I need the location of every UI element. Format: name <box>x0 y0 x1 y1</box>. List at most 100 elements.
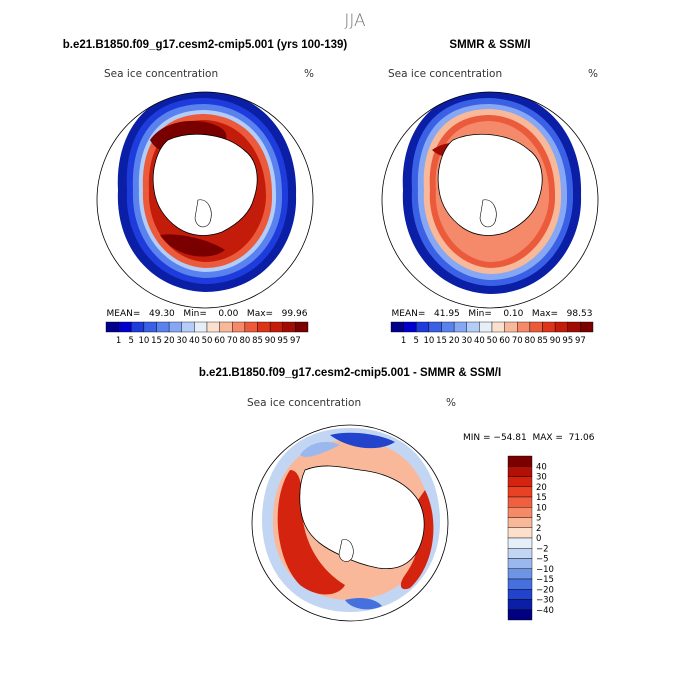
model-colorbar-tick-label: 50 <box>202 336 213 346</box>
panel-obs-colorbar: 1 5 10 15 20 30 40 50 60 70 80 85 90 95 97 <box>390 321 594 346</box>
panel-obs-heading: SMMR & SSM/I <box>449 39 530 51</box>
panel-model-variable: Sea ice concentration <box>104 68 218 80</box>
obs-colorbar-tick-label: 5 <box>414 336 419 346</box>
obs-colorbar-swatch <box>441 321 455 333</box>
model-colorbar-swatch <box>295 321 309 333</box>
obs-colorbar-tick-label: 95 <box>562 336 573 346</box>
obs-colorbar-tick-label: 1 <box>401 336 406 346</box>
model-colorbar-swatch <box>118 321 132 333</box>
obs-colorbar-swatch <box>453 321 467 333</box>
diff-colorbar-tick-label: 40 <box>536 462 547 472</box>
diff-colorbar-swatch <box>507 496 533 508</box>
model-colorbar-swatch <box>131 321 145 333</box>
model-colorbar-tick-label: 5 <box>129 336 134 346</box>
model-colorbar-swatch <box>282 321 296 333</box>
diff-colorbar-tick-label: −5 <box>536 555 549 565</box>
model-colorbar-swatch <box>143 321 157 333</box>
figure-title: JJA <box>344 11 366 31</box>
diff-colorbar-tick-label: 2 <box>536 524 541 534</box>
model-colorbar-swatch <box>244 321 258 333</box>
diff-colorbar-tick-label: −10 <box>536 565 554 575</box>
obs-colorbar-swatch <box>542 321 556 333</box>
panel-obs-map <box>381 91 599 309</box>
model-colorbar-tick-label: 20 <box>164 336 175 346</box>
obs-colorbar-tick-label: 60 <box>499 336 510 346</box>
obs-colorbar-tick-label: 40 <box>474 336 485 346</box>
obs-colorbar-swatch <box>403 321 417 333</box>
model-colorbar-swatch <box>257 321 271 333</box>
diff-colorbar-swatch <box>507 589 533 600</box>
model-colorbar-tick-label: 97 <box>290 336 301 346</box>
obs-colorbar-tick-label: 90 <box>550 336 561 346</box>
model-colorbar-tick-label: 1 <box>116 336 121 346</box>
model-colorbar-swatch <box>168 321 182 333</box>
diff-colorbar-swatch <box>507 537 533 549</box>
diff-colorbar-swatch <box>507 466 533 477</box>
model-colorbar-tick-label: 90 <box>265 336 276 346</box>
panel-diff-units: % <box>446 397 456 409</box>
panel-diff-stats: MIN = −54.81 MAX = 71.06 <box>463 433 595 443</box>
obs-colorbar-tick-label: 50 <box>487 336 498 346</box>
obs-colorbar-swatch <box>466 321 480 333</box>
diff-colorbar-swatch <box>507 548 533 559</box>
model-colorbar-tick-label: 15 <box>151 336 162 346</box>
panel-obs-units: % <box>588 68 598 80</box>
model-colorbar-tick-label: 85 <box>252 336 263 346</box>
diff-colorbar-tick-label: −40 <box>536 606 554 616</box>
obs-colorbar-tick-label: 15 <box>436 336 447 346</box>
obs-colorbar-tick-label: 85 <box>537 336 548 346</box>
diff-colorbar-tick-label: 20 <box>536 483 547 493</box>
obs-colorbar-swatch <box>491 321 505 333</box>
model-colorbar-swatch <box>181 321 195 333</box>
obs-colorbar-swatch <box>479 321 493 333</box>
diff-colorbar-tick-label: −30 <box>536 596 554 606</box>
diff-colorbar-tick-label: 10 <box>536 503 547 513</box>
panel-model-colorbar: 1 5 10 15 20 30 40 50 60 70 80 85 90 95 97 <box>105 321 309 346</box>
panel-diff-map <box>251 424 449 622</box>
model-colorbar-swatch <box>232 321 246 333</box>
diff-colorbar-swatch <box>507 599 533 610</box>
diff-colorbar-swatch <box>507 486 533 498</box>
model-colorbar-swatch <box>194 321 208 333</box>
model-colorbar-swatch <box>219 321 233 333</box>
obs-colorbar-tick-label: 10 <box>423 336 434 346</box>
obs-colorbar-swatch <box>580 321 594 333</box>
obs-colorbar-swatch <box>416 321 430 333</box>
obs-colorbar-tick-label: 30 <box>461 336 472 346</box>
diff-colorbar-tick-label: 0 <box>536 534 541 544</box>
panel-model-units: % <box>304 68 314 80</box>
model-colorbar-tick-label: 10 <box>138 336 149 346</box>
diff-colorbar-swatch <box>507 578 533 590</box>
obs-colorbar-swatch <box>529 321 543 333</box>
diff-colorbar-tick-label: 30 <box>536 473 547 483</box>
model-colorbar-swatch <box>105 321 119 333</box>
obs-colorbar-tick-label: 20 <box>449 336 460 346</box>
panel-model-stats: MEAN= 49.30 Min= 0.00 Max= 99.96 <box>107 309 308 319</box>
diff-colorbar-swatch <box>507 507 533 518</box>
diff-colorbar-swatch <box>507 527 533 539</box>
obs-colorbar-swatch <box>554 321 568 333</box>
model-colorbar-tick-label: 60 <box>214 336 225 346</box>
model-colorbar-tick-label: 80 <box>239 336 250 346</box>
diff-colorbar-tick-label: −20 <box>536 585 554 595</box>
diff-colorbar-tick-label: 5 <box>536 514 541 524</box>
panel-diff-variable: Sea ice concentration <box>247 397 361 409</box>
model-colorbar-tick-label: 95 <box>277 336 288 346</box>
obs-colorbar-tick-label: 97 <box>575 336 586 346</box>
obs-colorbar-tick-label: 80 <box>524 336 535 346</box>
diff-colorbar-swatch <box>507 609 533 621</box>
diff-colorbar-swatch <box>507 476 533 487</box>
obs-colorbar-swatch <box>517 321 531 333</box>
obs-colorbar-swatch <box>390 321 404 333</box>
panel-obs-stats: MEAN= 41.95 Min= 0.10 Max= 98.53 <box>392 309 593 319</box>
diff-colorbar-swatch <box>507 568 533 580</box>
obs-colorbar-swatch <box>428 321 442 333</box>
panel-model-map <box>96 91 314 309</box>
model-colorbar-tick-label: 40 <box>189 336 200 346</box>
model-colorbar-swatch <box>269 321 283 333</box>
diff-colorbar-swatch <box>507 558 533 569</box>
model-colorbar-swatch <box>206 321 220 333</box>
obs-colorbar-swatch <box>504 321 518 333</box>
